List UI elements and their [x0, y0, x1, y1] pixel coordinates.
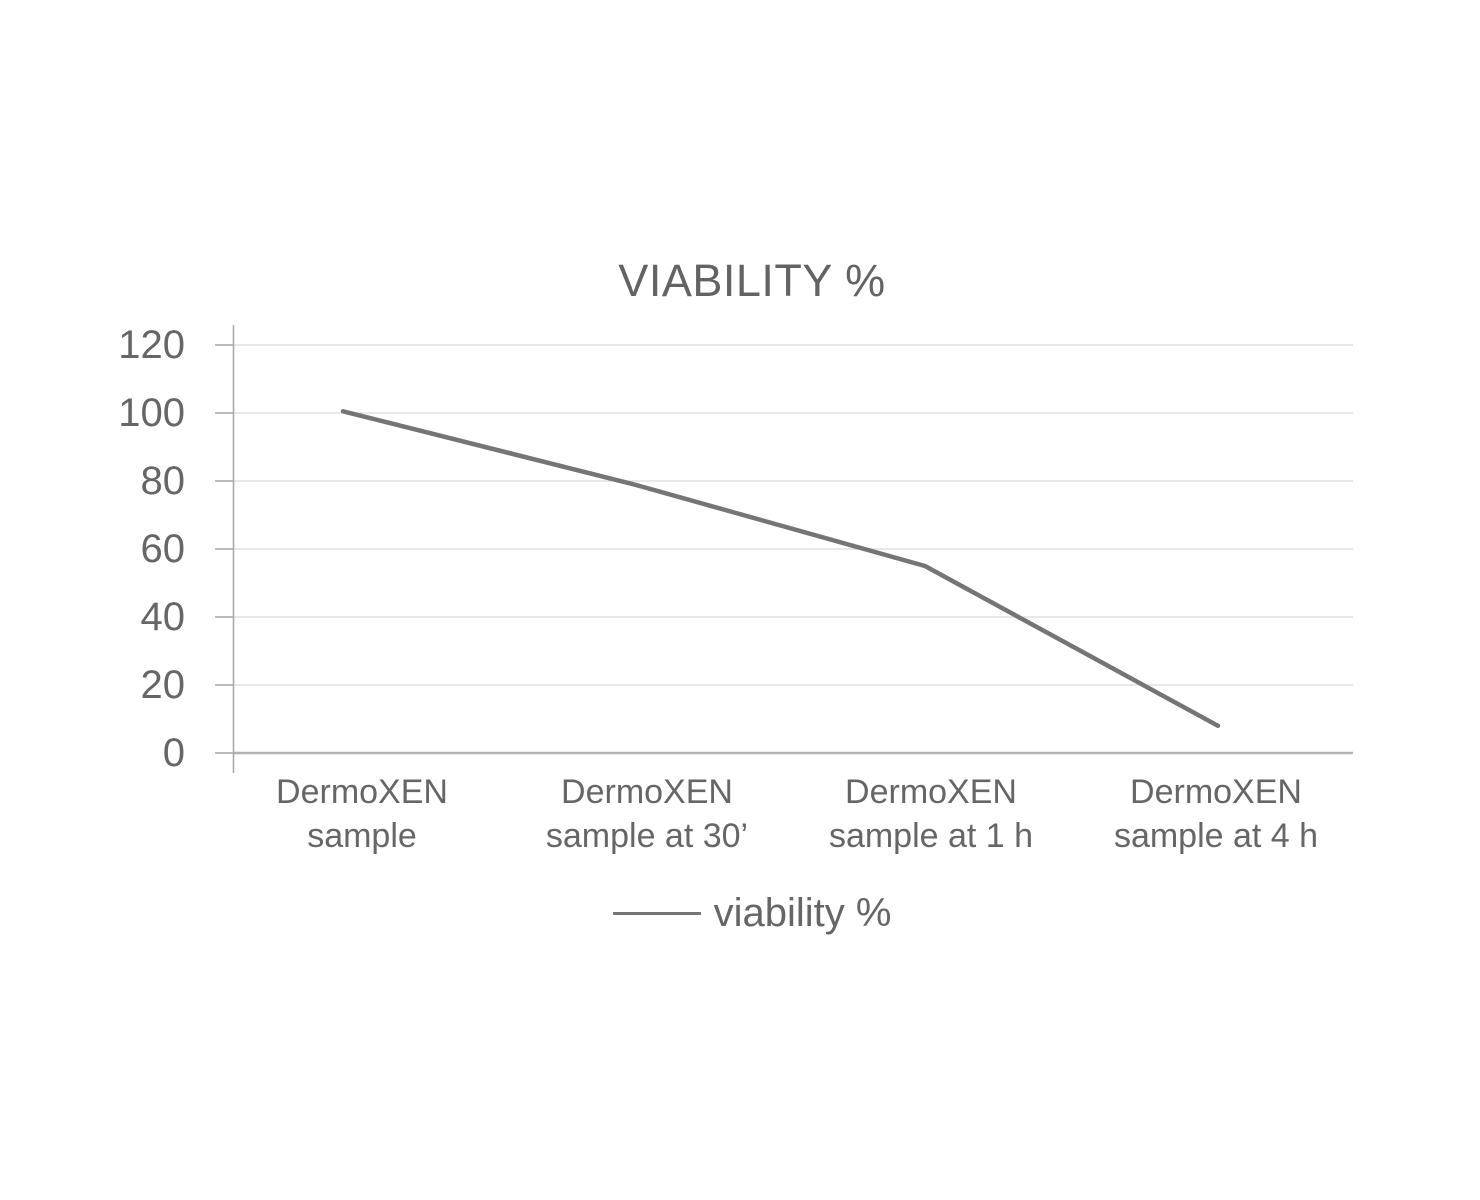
y-axis-tick-label: 60 [140, 527, 186, 571]
x-axis-category-label: DermoXEN sample [276, 773, 448, 855]
legend-line-swatch [612, 911, 701, 915]
y-axis-tick-label: 40 [140, 595, 186, 639]
legend: viability % [24, 890, 1480, 936]
legend-label: viability % [713, 891, 892, 935]
x-axis-category-label: DermoXEN sample at 4 h [1113, 773, 1319, 855]
y-axis-tick-label: 120 [118, 323, 185, 367]
y-axis-tick-label: 20 [140, 663, 186, 707]
y-axis-tick-label: 0 [162, 731, 185, 775]
series-line-viability- [340, 409, 1221, 729]
x-axis-category-label: DermoXEN sample at 30’ [545, 773, 749, 855]
chart-title: VIABILITY % [618, 255, 886, 306]
x-axis-category-label: DermoXEN sample at 1 h [828, 773, 1034, 855]
y-axis-tick-label: 100 [118, 391, 185, 435]
y-axis-tick-label: 80 [140, 459, 186, 503]
